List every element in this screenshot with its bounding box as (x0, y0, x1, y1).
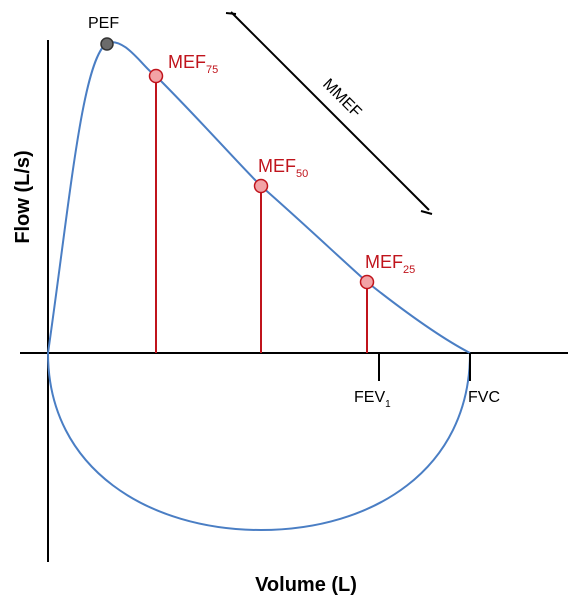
mef50-label: MEF50 (258, 156, 308, 180)
mef75-marker (148, 68, 164, 84)
mef50-label-main: MEF (258, 156, 296, 176)
mef75-label-main: MEF (168, 52, 206, 72)
mef75-label: MEF75 (168, 52, 218, 76)
fev1-label-sub: 1 (385, 399, 391, 410)
x-axis-title: Volume (L) (255, 574, 357, 596)
mef25-marker (359, 274, 375, 290)
mmef-bracket-cap-bottom (420, 210, 433, 215)
fev1-label-main: FEV (354, 389, 385, 406)
mef50-marker (253, 178, 269, 194)
inspiratory-curve (47, 352, 471, 532)
mmef-bracket (230, 11, 430, 211)
mmef-label: MMEF (319, 76, 364, 121)
mef75-label-sub: 75 (206, 64, 218, 76)
mef25-label: MEF25 (365, 252, 415, 276)
fev1-label: FEV1 (354, 389, 391, 410)
pef-marker (100, 37, 114, 51)
mef25-label-sub: 25 (403, 264, 415, 276)
expiratory-curve (47, 41, 471, 354)
pef-label: PEF (88, 15, 119, 32)
y-axis-title: Flow (L/s) (12, 150, 34, 243)
mmef-bracket-cap-top (225, 12, 237, 15)
fvc-label: FVC (468, 389, 500, 406)
mef25-label-main: MEF (365, 252, 403, 272)
mef50-label-sub: 50 (296, 168, 308, 180)
